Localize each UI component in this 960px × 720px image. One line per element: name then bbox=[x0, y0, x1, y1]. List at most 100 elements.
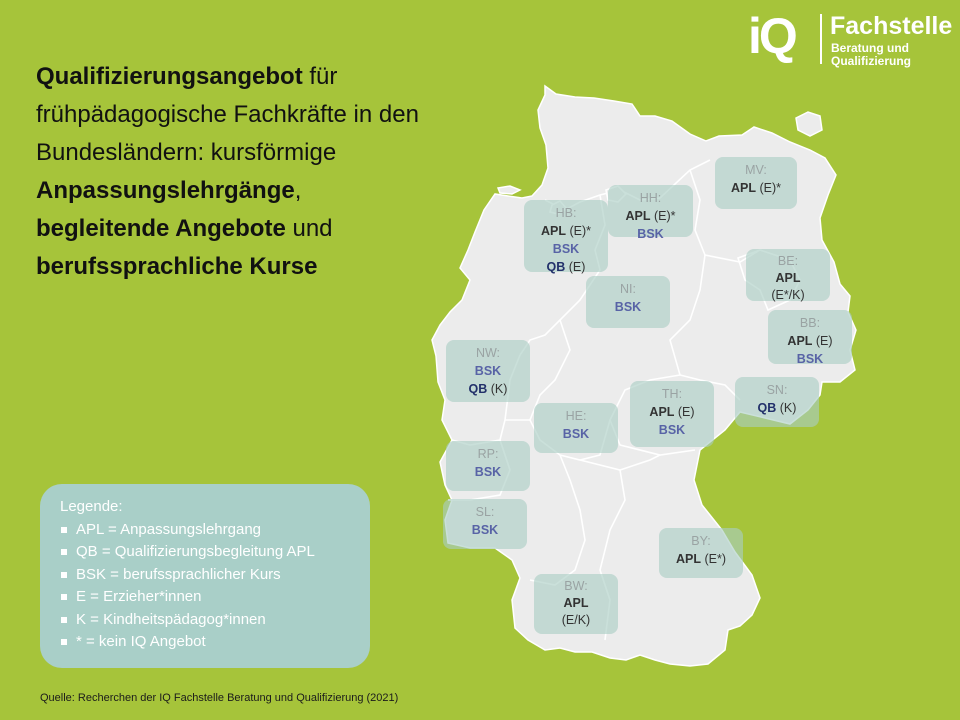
nw-qb: QB bbox=[468, 382, 488, 396]
be-apl-target: (E*/K) bbox=[771, 288, 805, 302]
state-box-mv: MV: APL (E)* bbox=[715, 157, 797, 209]
state-box-hh: HH: APL (E)* BSK bbox=[608, 185, 693, 241]
bb-apl-target: (E) bbox=[812, 334, 833, 348]
hb-apl-target: (E)* bbox=[566, 224, 591, 238]
state-box-sl: SL: BSK bbox=[443, 499, 527, 549]
bw-apl: APL bbox=[563, 596, 589, 610]
state-box-hb: HB: APL (E)* BSK QB (E) bbox=[524, 200, 608, 274]
legend-item: APL = Anpassungslehrgang bbox=[60, 519, 370, 542]
legend-item: BSK = berufssprachlicher Kurs bbox=[60, 564, 370, 587]
state-code-ni: NI: bbox=[620, 282, 636, 296]
logo-subtitle: Beratung und Qualifizierung bbox=[831, 42, 911, 68]
hh-apl: APL bbox=[625, 209, 651, 223]
state-box-nw: NW: BSK QB (K) bbox=[446, 340, 530, 402]
sn-qb: QB bbox=[757, 401, 777, 415]
bullet-square-icon bbox=[61, 639, 67, 645]
hb-apl: APL bbox=[541, 224, 566, 238]
legend-item-text: APL = Anpassungslehrgang bbox=[76, 520, 262, 538]
title-part-3: begleitende Angebote bbox=[36, 215, 286, 242]
state-code-he: HE: bbox=[565, 409, 587, 423]
bullet-square-icon bbox=[61, 526, 67, 533]
legend-title: Legende: bbox=[60, 498, 123, 515]
state-code-hh: HH: bbox=[639, 191, 662, 205]
nw-qb-target: (K) bbox=[487, 382, 508, 396]
hb-qb-line: QB (E) bbox=[524, 258, 608, 276]
state-code-th: TH: bbox=[661, 387, 683, 401]
sn-qb-target: (K) bbox=[776, 401, 797, 415]
hb-qb: QB bbox=[546, 260, 566, 274]
logo-subtitle-line1: Beratung und bbox=[831, 41, 909, 55]
bb-apl: APL bbox=[787, 334, 813, 348]
state-box-by: BY: APL (E*) bbox=[659, 528, 743, 578]
state-code-by: BY: bbox=[691, 534, 711, 548]
he-bsk: BSK bbox=[562, 427, 590, 441]
logo-mark: iQ bbox=[748, 8, 798, 64]
by-offer-line: APL (E*) bbox=[659, 550, 743, 568]
iq-fachstelle-logo: iQ Fachstelle Beratung und Qualifizierun… bbox=[748, 8, 952, 68]
state-box-bb: BB: APL (E) BSK bbox=[768, 310, 852, 366]
state-code-sn: SN: bbox=[766, 383, 788, 397]
legend-item: E = Erzieher*innen bbox=[60, 586, 370, 609]
title-part-1: Qualifizierungsangebot bbox=[36, 63, 303, 90]
legend-item: QB = Qualifizierungsbegleitung APL bbox=[60, 541, 370, 564]
sn-qb-line: QB (K) bbox=[735, 399, 819, 417]
state-code-bb: BB: bbox=[799, 316, 821, 330]
state-code-be: BE: bbox=[777, 254, 799, 268]
bullet-square-icon bbox=[61, 549, 67, 555]
logo-subtitle-line2: Qualifizierung bbox=[831, 54, 912, 68]
state-box-th: TH: APL (E) BSK bbox=[630, 381, 714, 447]
state-code-rp: RP: bbox=[477, 447, 499, 461]
ni-bsk: BSK bbox=[614, 300, 642, 314]
state-box-bw: BW: APL (E/K) bbox=[534, 574, 618, 634]
title-part-2-rest: , bbox=[294, 177, 302, 204]
bw-apl-target: (E/K) bbox=[561, 613, 591, 627]
legend-item-text: K = Kindheitspädagog*innen bbox=[76, 610, 266, 628]
legend-list: APL = Anpassungslehrgang QB = Qualifizie… bbox=[60, 519, 370, 654]
legend-item: K = Kindheitspädagog*innen bbox=[60, 609, 370, 632]
nw-bsk: BSK bbox=[474, 364, 502, 378]
north-sea-islands bbox=[496, 185, 522, 195]
title-part-1-rest: für frühpädagogische Fachkräfte in den B… bbox=[36, 63, 419, 166]
nw-qb-line: QB (K) bbox=[446, 380, 530, 398]
hb-qb-target: (E) bbox=[565, 260, 586, 274]
state-code-hb: HB: bbox=[555, 206, 577, 220]
title-part-3-rest: und bbox=[285, 215, 333, 242]
bb-offer-line: APL (E) bbox=[768, 332, 852, 350]
th-offer-line: APL (E) bbox=[630, 403, 714, 421]
state-box-be: BE: APL (E*/K) bbox=[746, 249, 830, 302]
state-box-sn: SN: QB (K) bbox=[735, 377, 819, 427]
title-part-4: berufssprachliche Kurse bbox=[36, 253, 318, 280]
state-box-ni: NI: BSK bbox=[586, 276, 670, 328]
hh-offer-line: APL (E)* bbox=[608, 207, 693, 225]
title-part-2: Anpassungslehrgänge bbox=[36, 177, 295, 204]
legend-item-text: E = Erzieher*innen bbox=[76, 588, 202, 605]
logo-title: Fachstelle bbox=[830, 12, 953, 40]
state-code-bw: BW: bbox=[564, 579, 588, 593]
hb-bsk: BSK bbox=[552, 242, 580, 256]
legend-item-text: * = kein IQ Angebot bbox=[76, 633, 206, 650]
legend-box: Legende: APL = Anpassungslehrgang QB = Q… bbox=[40, 484, 370, 668]
source-note: Quelle: Recherchen der IQ Fachstelle Ber… bbox=[40, 692, 399, 704]
sl-bsk: BSK bbox=[471, 523, 499, 537]
legend-item-text: QB = Qualifizierungsbegleitung APL bbox=[76, 543, 315, 560]
mv-offer-line: APL (E)* bbox=[715, 179, 797, 197]
hh-bsk: BSK bbox=[637, 227, 664, 241]
mv-apl: APL bbox=[731, 181, 756, 195]
by-apl-target: (E*) bbox=[701, 552, 726, 566]
bb-bsk: BSK bbox=[796, 352, 824, 366]
state-code-sl: SL: bbox=[475, 505, 495, 519]
state-code-mv: MV: bbox=[745, 163, 767, 177]
bullet-square-icon bbox=[61, 571, 67, 578]
legend-item: * = kein IQ Angebot bbox=[60, 631, 370, 654]
logo-divider bbox=[820, 14, 822, 64]
th-apl: APL bbox=[649, 405, 675, 419]
rp-bsk: BSK bbox=[474, 465, 502, 479]
mv-apl-target: (E)* bbox=[756, 181, 781, 195]
bullet-square-icon bbox=[61, 616, 67, 623]
by-apl: APL bbox=[676, 552, 701, 566]
be-apl: APL bbox=[775, 271, 801, 285]
hb-offer-line: APL (E)* bbox=[524, 222, 608, 240]
state-box-rp: RP: BSK bbox=[446, 441, 530, 491]
baltic-island-ruegen bbox=[795, 111, 823, 137]
th-apl-target: (E) bbox=[674, 405, 695, 419]
